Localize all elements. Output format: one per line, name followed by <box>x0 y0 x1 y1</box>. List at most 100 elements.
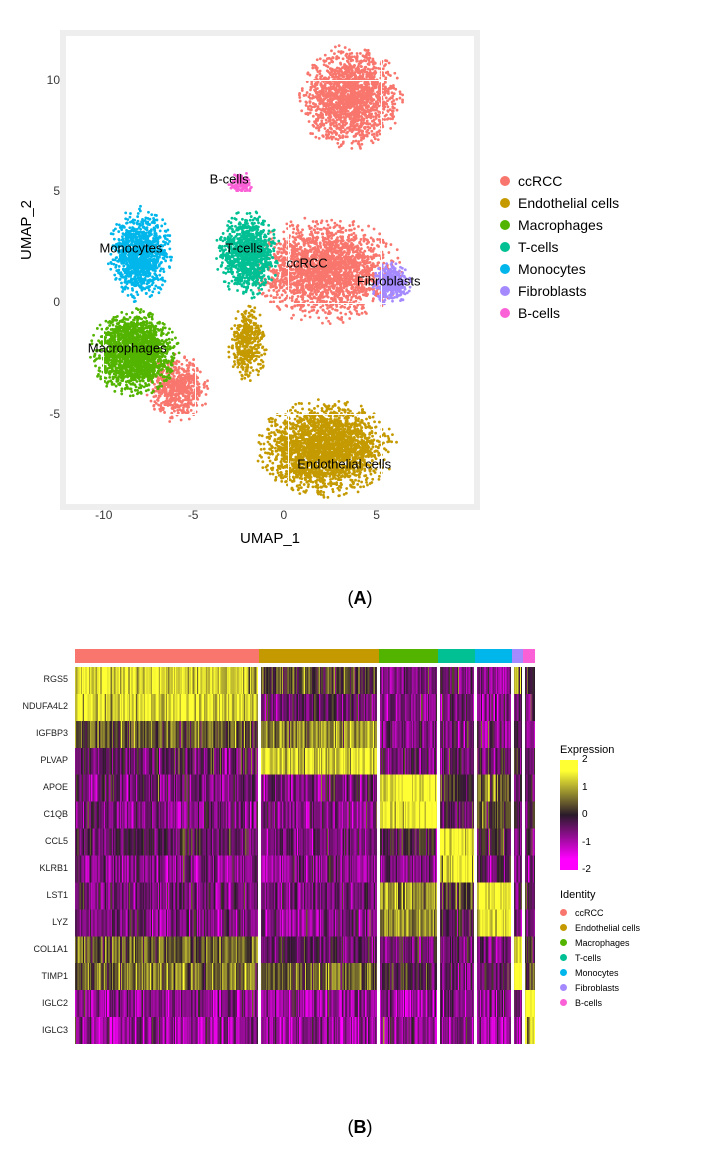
legend-dot <box>560 939 567 946</box>
legend-row: Monocytes <box>500 258 619 280</box>
group-separator <box>522 667 525 1044</box>
umap-canvas <box>66 36 474 504</box>
identity-legend-row: Endothelial cells <box>560 920 640 935</box>
grid-line-h <box>66 80 474 81</box>
group-separator <box>258 667 261 1044</box>
y-tick-label: 10 <box>47 73 60 87</box>
panel-b-caption: (B) <box>0 1117 720 1138</box>
gene-label: PLVAP <box>8 755 68 765</box>
heatmap-area <box>75 649 535 1044</box>
legend-dot <box>560 969 567 976</box>
identity-legend: Identity ccRCC Endothelial cells Macrophag… <box>560 889 640 1010</box>
identity-legend-row: B-cells <box>560 995 640 1010</box>
legend-dot <box>500 308 510 318</box>
group-separator <box>437 667 440 1044</box>
legend-label: Fibroblasts <box>575 983 619 993</box>
grid-line-v <box>195 36 196 504</box>
x-tick-label: 0 <box>281 508 288 522</box>
gene-label: APOE <box>8 782 68 792</box>
identity-legend-row: Fibroblasts <box>560 980 640 995</box>
x-tick-label: 5 <box>373 508 380 522</box>
gene-label: IGLC3 <box>8 1025 68 1035</box>
expression-tick: -1 <box>582 837 591 848</box>
legend-dot <box>500 264 510 274</box>
expression-tick: 0 <box>582 809 588 820</box>
identity-bar-segment <box>75 649 259 663</box>
x-tick-label: -10 <box>95 508 112 522</box>
legend-label: T-cells <box>575 953 601 963</box>
legend-dot <box>560 984 567 991</box>
legend-dot <box>500 198 510 208</box>
identity-bar-segment <box>475 649 512 663</box>
legend-dot <box>500 286 510 296</box>
legend-row: Fibroblasts <box>500 280 619 302</box>
legend-dot <box>560 999 567 1006</box>
heatmap-panel: RGS5 NDUFA4L2 IGFBP3 PLVAP APOE C1QB CCL5 KLRB1… <box>0 629 720 1109</box>
identity-bar-segment <box>259 649 379 663</box>
identity-legend-title: Identity <box>560 889 640 901</box>
group-separator <box>474 667 477 1044</box>
grid-line-v <box>381 36 382 504</box>
legend-dot <box>560 954 567 961</box>
legend-row: ccRCC <box>500 170 619 192</box>
gene-label: LST1 <box>8 890 68 900</box>
legend-label: Monocytes <box>518 261 586 277</box>
legend-dot <box>500 220 510 230</box>
grid-line-v <box>288 36 289 504</box>
identity-bar-segment <box>512 649 524 663</box>
expression-legend: Expression 210-1-2 <box>560 744 614 870</box>
heatmap-canvas <box>75 667 535 1044</box>
legend-label: Monocytes <box>575 968 619 978</box>
identity-legend-row: Monocytes <box>560 965 640 980</box>
umap-panel: UMAP_2 UMAP_1 -10 -5 0 5 -5 0 5 10 ccRCC Endothe… <box>0 0 720 580</box>
legend-label: Macrophages <box>575 938 630 948</box>
legend-label: Endothelial cells <box>518 195 619 211</box>
umap-legend: ccRCC Endothelial cells Macrophages T-cells… <box>500 170 619 324</box>
x-tick-label: -5 <box>188 508 199 522</box>
gene-label: CCL5 <box>8 836 68 846</box>
expression-tick: 1 <box>582 782 588 793</box>
legend-row: T-cells <box>500 236 619 258</box>
gene-label: LYZ <box>8 917 68 927</box>
gene-label: C1QB <box>8 809 68 819</box>
grid-line-h <box>66 192 474 193</box>
expression-tick: 2 <box>582 754 588 765</box>
grid-line-h <box>66 414 474 415</box>
identity-bar-segment <box>379 649 439 663</box>
legend-dot <box>500 242 510 252</box>
legend-label: ccRCC <box>575 908 604 918</box>
umap-x-axis-title: UMAP_1 <box>60 530 480 547</box>
gene-label: COL1A1 <box>8 944 68 954</box>
legend-row: Macrophages <box>500 214 619 236</box>
gene-label: TIMP1 <box>8 971 68 981</box>
grid-line-v <box>103 36 104 504</box>
legend-label: ccRCC <box>518 173 562 189</box>
legend-label: Endothelial cells <box>575 923 640 933</box>
expression-tick: -2 <box>582 864 591 875</box>
identity-bar-segment <box>438 649 475 663</box>
legend-label: B-cells <box>518 305 560 321</box>
identity-bar-segment <box>523 649 535 663</box>
identity-bar <box>75 649 535 663</box>
gene-label: IGFBP3 <box>8 728 68 738</box>
legend-dot <box>500 176 510 186</box>
group-separator <box>511 667 514 1044</box>
identity-legend-row: Macrophages <box>560 935 640 950</box>
identity-legend-row: ccRCC <box>560 905 640 920</box>
legend-row: Endothelial cells <box>500 192 619 214</box>
y-tick-label: 5 <box>53 184 60 198</box>
gene-label: NDUFA4L2 <box>8 701 68 711</box>
legend-label: Macrophages <box>518 217 603 233</box>
y-tick-label: 0 <box>53 295 60 309</box>
legend-dot <box>560 924 567 931</box>
umap-y-axis-title: UMAP_2 <box>18 200 35 260</box>
legend-row: B-cells <box>500 302 619 324</box>
gene-label: IGLC2 <box>8 998 68 1008</box>
y-tick-label: -5 <box>49 407 60 421</box>
panel-a-caption: (A) <box>0 588 720 609</box>
legend-dot <box>560 909 567 916</box>
expression-gradient <box>560 760 578 870</box>
gene-label: RGS5 <box>8 674 68 684</box>
identity-legend-rows: ccRCC Endothelial cells Macrophages T-cells… <box>560 905 640 1010</box>
gene-label: KLRB1 <box>8 863 68 873</box>
